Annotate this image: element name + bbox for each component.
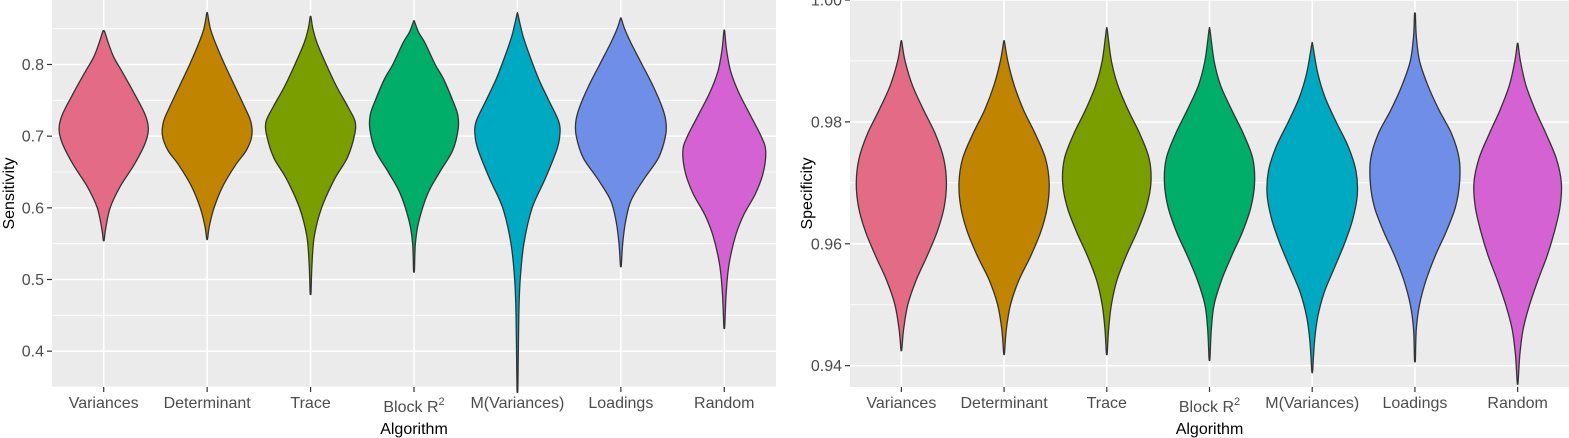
- y-tick-label: 0.98: [811, 114, 842, 131]
- x-tick-label: Block R2: [1179, 396, 1240, 416]
- x-tick-label: Loadings: [1382, 395, 1447, 412]
- x-tick-label: Determinant: [960, 395, 1048, 412]
- x-tick-label: Variances: [69, 395, 139, 412]
- y-tick-label: 1.00: [811, 0, 842, 10]
- specificity-x-axis-title: Algorithm: [1176, 421, 1244, 438]
- violin-determinant: [958, 40, 1050, 356]
- x-tick-label: Variances: [866, 395, 936, 412]
- x-tick-label: M(Variances): [1265, 395, 1359, 412]
- specificity-y-axis-title: Specificity: [799, 157, 816, 229]
- violin-loadings: [574, 17, 668, 268]
- y-tick-label: 0.96: [811, 236, 842, 253]
- violin-m-variances: [1266, 41, 1359, 374]
- x-tick-label: Determinant: [164, 395, 252, 412]
- x-tick-label-superscript: 2: [439, 396, 445, 408]
- y-tick-label: 0.6: [22, 200, 44, 217]
- violin-variances: [855, 40, 948, 352]
- y-tick-label: 0.4: [22, 344, 44, 361]
- x-tick-label: Trace: [290, 395, 330, 412]
- violin-random: [682, 29, 767, 330]
- x-tick-label: Random: [1487, 395, 1547, 412]
- x-tick-label: Block R2: [383, 396, 444, 416]
- sensitivity-panel: 0.4 0.5 0.6 0.7 0.8 Variances Determinant Trac…: [1, 0, 776, 438]
- x-tick-label-superscript: 2: [1234, 396, 1240, 408]
- y-tick-label: 0.7: [22, 129, 44, 146]
- violin-m-variances: [474, 12, 561, 393]
- sensitivity-x-axis: Variances Determinant Trace Block R2 M(Varia…: [69, 387, 755, 416]
- violin-variances: [58, 30, 149, 242]
- violin-determinant: [161, 11, 253, 241]
- x-tick-label: Loadings: [588, 395, 653, 412]
- y-tick-label: 0.5: [22, 272, 44, 289]
- y-tick-label: 0.8: [22, 57, 44, 74]
- x-tick-label: M(Variances): [470, 395, 564, 412]
- sensitivity-y-axis: 0.4 0.5 0.6 0.7 0.8: [22, 57, 52, 361]
- specificity-violins: [855, 12, 1563, 385]
- specificity-y-axis: 0.94 0.96 0.98 1.00: [811, 0, 850, 375]
- specificity-x-axis: Variances Determinant Trace Block R2 M(Varia…: [866, 387, 1548, 416]
- y-tick-label: 0.94: [811, 358, 842, 375]
- violin-block-r: [368, 20, 460, 273]
- violin-trace: [1061, 26, 1152, 356]
- x-tick-label: Trace: [1087, 395, 1127, 412]
- sensitivity-y-axis-title: Sensitivity: [1, 157, 18, 229]
- sensitivity-x-axis-title: Algorithm: [380, 421, 448, 438]
- specificity-panel: 0.94 0.96 0.98 1.00 Variances Determinant Tra…: [799, 0, 1569, 438]
- violin-loadings: [1369, 12, 1461, 363]
- violin-trace: [264, 15, 357, 296]
- violin-random: [1473, 42, 1563, 385]
- violin-block-r: [1163, 26, 1256, 362]
- sensitivity-violins: [58, 11, 767, 393]
- x-tick-label: Random: [694, 395, 754, 412]
